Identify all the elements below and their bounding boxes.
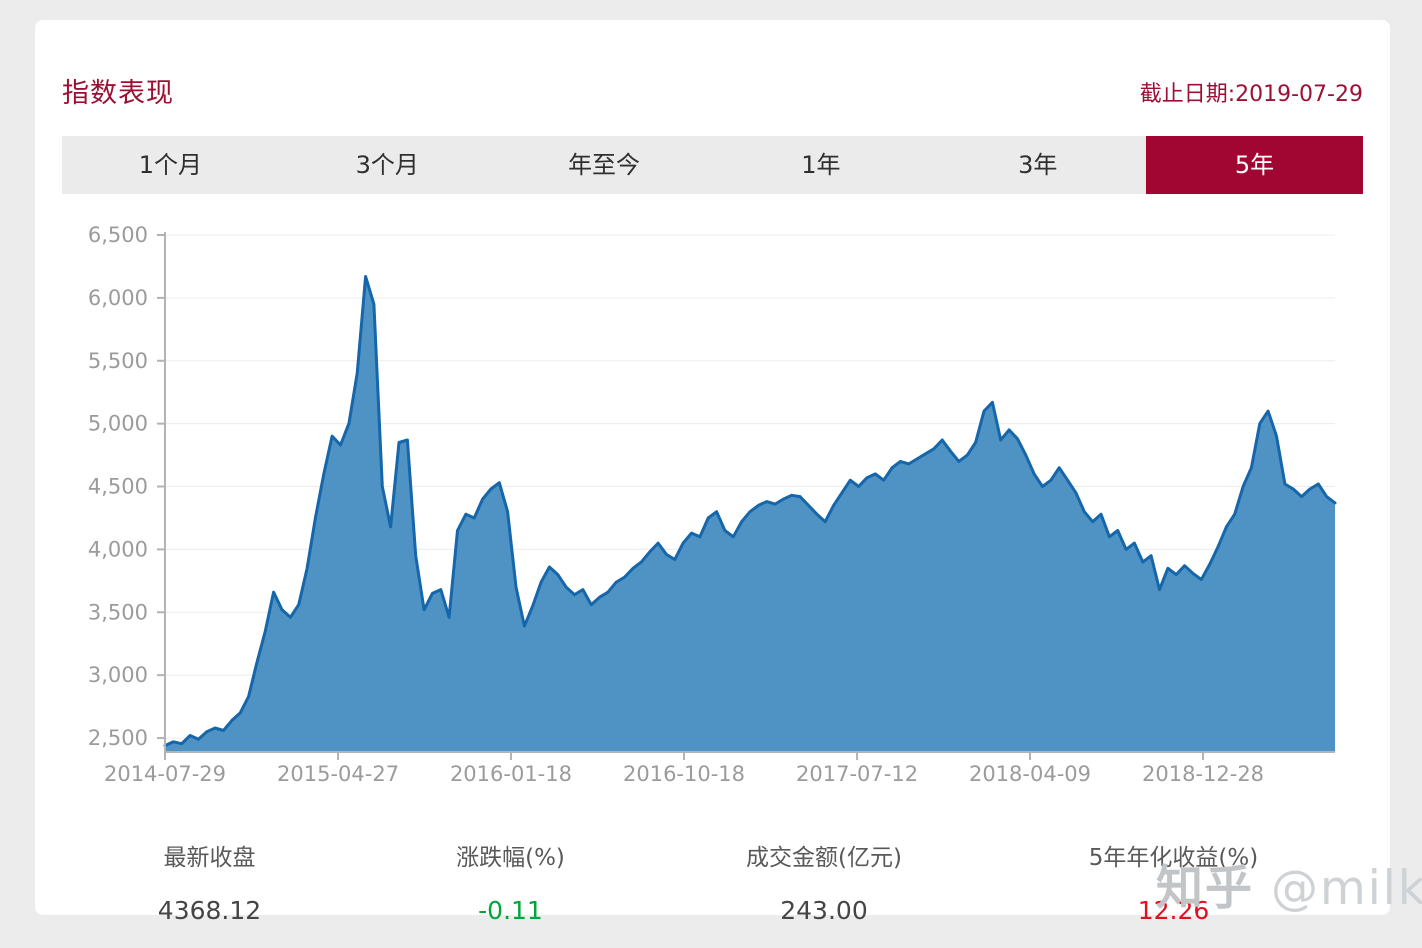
svg-text:5,500: 5,500 [88, 349, 148, 373]
period-tab[interactable]: 3年 [929, 136, 1146, 194]
stat-value: -0.11 [478, 896, 543, 925]
page-title: 指数表现 [62, 78, 174, 109]
svg-text:6,000: 6,000 [88, 286, 148, 310]
svg-text:6,500: 6,500 [88, 223, 148, 247]
stat-5y-annualized-return: 5年年化收益(%) 12.26 [984, 838, 1363, 925]
period-tab[interactable]: 1个月 [62, 136, 279, 194]
svg-text:3,000: 3,000 [88, 663, 148, 687]
svg-text:2018-04-09: 2018-04-09 [969, 762, 1091, 786]
stat-value: 12.26 [1137, 896, 1210, 925]
chart-area: 2,500 3,000 3,500 4,000 4,500 5,000 5,500 6,000… [62, 194, 1363, 794]
svg-text:5,000: 5,000 [88, 412, 148, 436]
as-of-date: 截止日期:2019-07-29 [1139, 82, 1363, 107]
period-tab[interactable]: 年至今 [496, 136, 713, 194]
index-performance-card: 指数表现 截止日期:2019-07-29 1个月 3个月 年至今 1年 3年 5… [35, 20, 1390, 925]
svg-text:4,000: 4,000 [88, 537, 148, 561]
svg-text:2016-10-18: 2016-10-18 [623, 762, 745, 786]
stat-value: 4368.12 [157, 896, 262, 925]
svg-text:2018-12-28: 2018-12-28 [1142, 762, 1264, 786]
stat-label: 5年年化收益(%) [1088, 845, 1259, 871]
stat-label: 成交金额(亿元) [746, 845, 902, 871]
index-area-chart: 2,500 3,000 3,500 4,000 4,500 5,000 5,500 6,000… [88, 223, 1337, 786]
stat-latest-close: 最新收盘 4368.12 [62, 838, 357, 925]
svg-text:2015-04-27: 2015-04-27 [277, 762, 399, 786]
period-tab[interactable]: 5年 [1146, 136, 1363, 194]
watermark-brand: 知乎 [1156, 861, 1254, 916]
period-tab-bar: 1个月 3个月 年至今 1年 3年 5年 [62, 136, 1363, 194]
svg-text:2016-01-18: 2016-01-18 [450, 762, 572, 786]
watermark: 知乎 @milk [1156, 849, 1422, 918]
stat-label: 涨跌幅(%) [456, 845, 565, 871]
svg-text:2,500: 2,500 [88, 726, 148, 750]
stat-change-percent: 涨跌幅(%) -0.11 [357, 838, 664, 925]
stats-row: 最新收盘 4368.12 涨跌幅(%) -0.11 成交金额(亿元) 243.0… [62, 838, 1363, 925]
svg-text:2014-07-29: 2014-07-29 [104, 762, 226, 786]
stat-label: 最新收盘 [163, 845, 256, 871]
card-header: 指数表现 截止日期:2019-07-29 [62, 56, 1363, 110]
svg-text:4,500: 4,500 [88, 475, 148, 499]
watermark-handle: @milk [1270, 861, 1422, 916]
stat-value: 243.00 [780, 896, 868, 925]
stat-turnover: 成交金额(亿元) 243.00 [664, 838, 984, 925]
svg-text:3,500: 3,500 [88, 600, 148, 624]
svg-text:2017-07-12: 2017-07-12 [796, 762, 918, 786]
period-tab[interactable]: 3个月 [279, 136, 496, 194]
period-tab[interactable]: 1年 [712, 136, 929, 194]
